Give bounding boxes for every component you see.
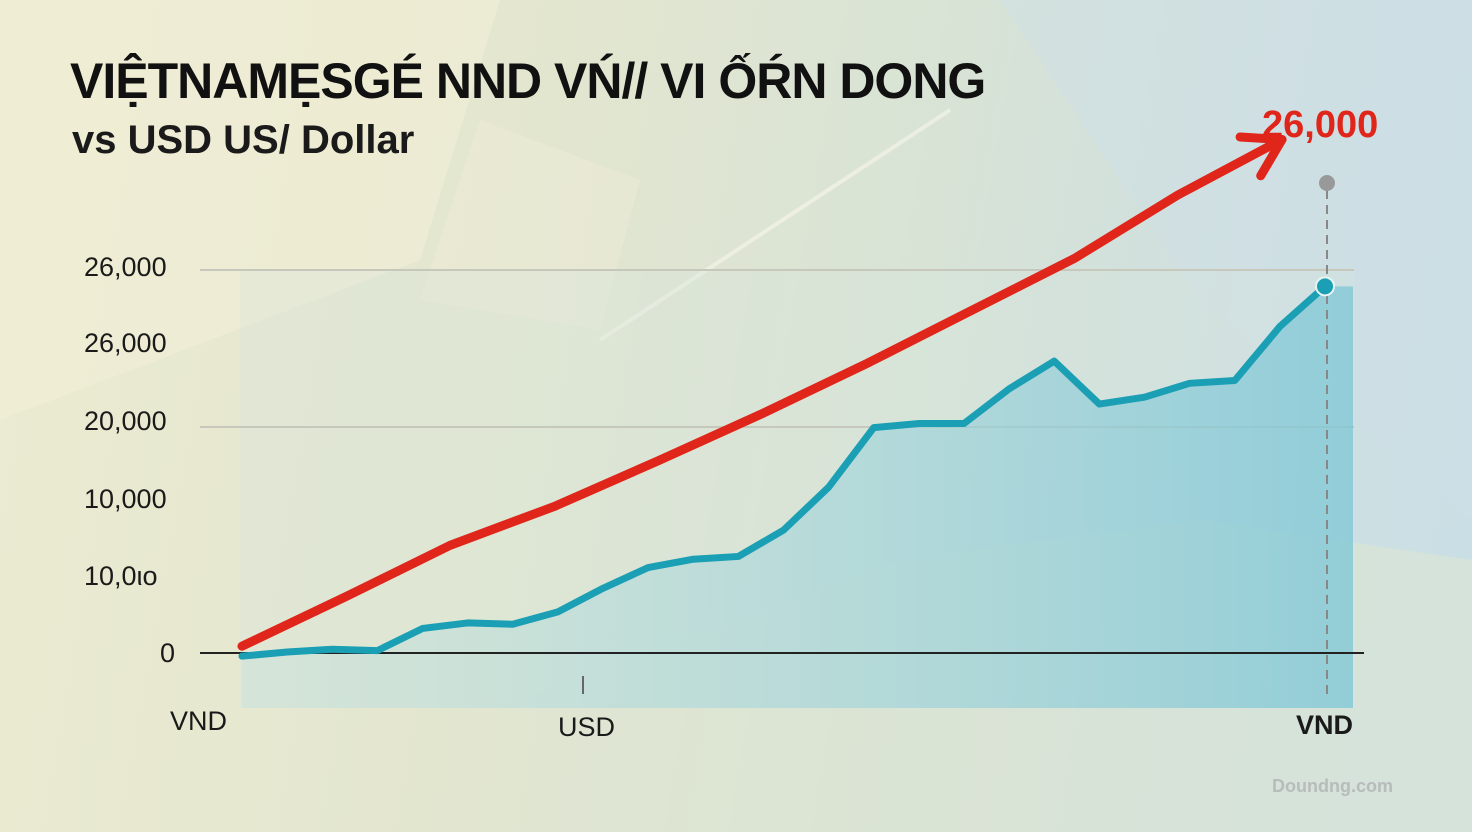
x-tick-label: USD	[558, 712, 616, 742]
y-tick-label: 10,000	[84, 484, 167, 514]
y-tick-label: 20,000	[84, 406, 167, 436]
chart-title: VIỆTNAMẸSGÉ NND VŃ// VI ỐŔN DONG	[70, 53, 986, 109]
y-tick-label: 26,000	[84, 328, 167, 358]
red-series-line	[237, 135, 1287, 651]
y-tick-label: 0	[160, 638, 176, 668]
y-tick-label: 10,0ιο	[84, 561, 158, 591]
x-tick-label: VND	[1296, 710, 1354, 740]
teal-series-line	[238, 282, 1329, 660]
watermark: Doundng.com	[1272, 776, 1393, 796]
teal-series-end-marker	[1315, 276, 1335, 297]
peak-gray-marker	[1319, 175, 1335, 191]
x-tick-label: VND	[170, 706, 228, 736]
red-series-arrowhead	[1235, 132, 1287, 181]
chart-subtitle: vs USD US/ Dollar	[72, 118, 415, 162]
y-tick-label: 26,000	[84, 252, 167, 282]
teal-series-area	[242, 286, 1353, 708]
